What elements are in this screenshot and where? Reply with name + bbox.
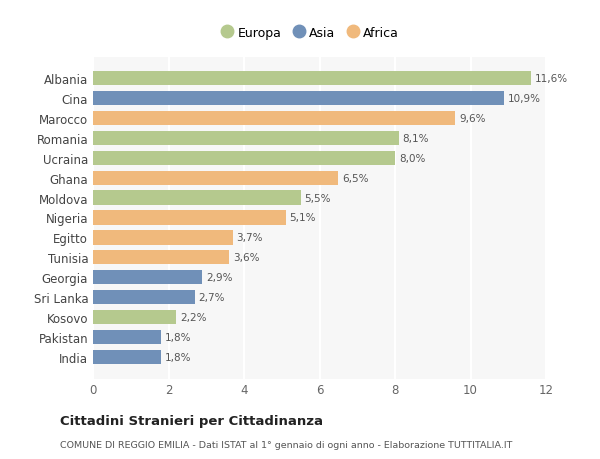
Bar — [93, 132, 399, 146]
Bar — [93, 92, 505, 106]
Bar — [93, 310, 176, 325]
Text: 9,6%: 9,6% — [459, 114, 485, 124]
Text: 10,9%: 10,9% — [508, 94, 541, 104]
Bar — [93, 330, 161, 344]
Text: 2,2%: 2,2% — [180, 312, 206, 322]
Text: 3,7%: 3,7% — [236, 233, 263, 243]
Text: 11,6%: 11,6% — [535, 74, 568, 84]
Bar — [93, 251, 229, 265]
Bar — [93, 231, 233, 245]
Text: 3,6%: 3,6% — [233, 253, 259, 263]
Text: Cittadini Stranieri per Cittadinanza: Cittadini Stranieri per Cittadinanza — [60, 414, 323, 428]
Bar — [93, 171, 338, 185]
Bar — [93, 191, 301, 205]
Bar — [93, 151, 395, 166]
Text: 2,7%: 2,7% — [199, 292, 225, 302]
Bar — [93, 350, 161, 364]
Text: 1,8%: 1,8% — [165, 352, 191, 362]
Text: 8,0%: 8,0% — [399, 153, 425, 163]
Text: 2,9%: 2,9% — [206, 273, 233, 283]
Legend: Europa, Asia, Africa: Europa, Asia, Africa — [217, 22, 403, 45]
Text: 1,8%: 1,8% — [165, 332, 191, 342]
Bar — [93, 112, 455, 126]
Text: 6,5%: 6,5% — [342, 174, 368, 183]
Bar — [93, 270, 202, 285]
Bar — [93, 290, 195, 304]
Text: 8,1%: 8,1% — [403, 134, 429, 144]
Text: 5,5%: 5,5% — [304, 193, 331, 203]
Text: COMUNE DI REGGIO EMILIA - Dati ISTAT al 1° gennaio di ogni anno - Elaborazione T: COMUNE DI REGGIO EMILIA - Dati ISTAT al … — [60, 441, 512, 449]
Bar — [93, 211, 286, 225]
Bar — [93, 72, 531, 86]
Text: 5,1%: 5,1% — [289, 213, 316, 223]
